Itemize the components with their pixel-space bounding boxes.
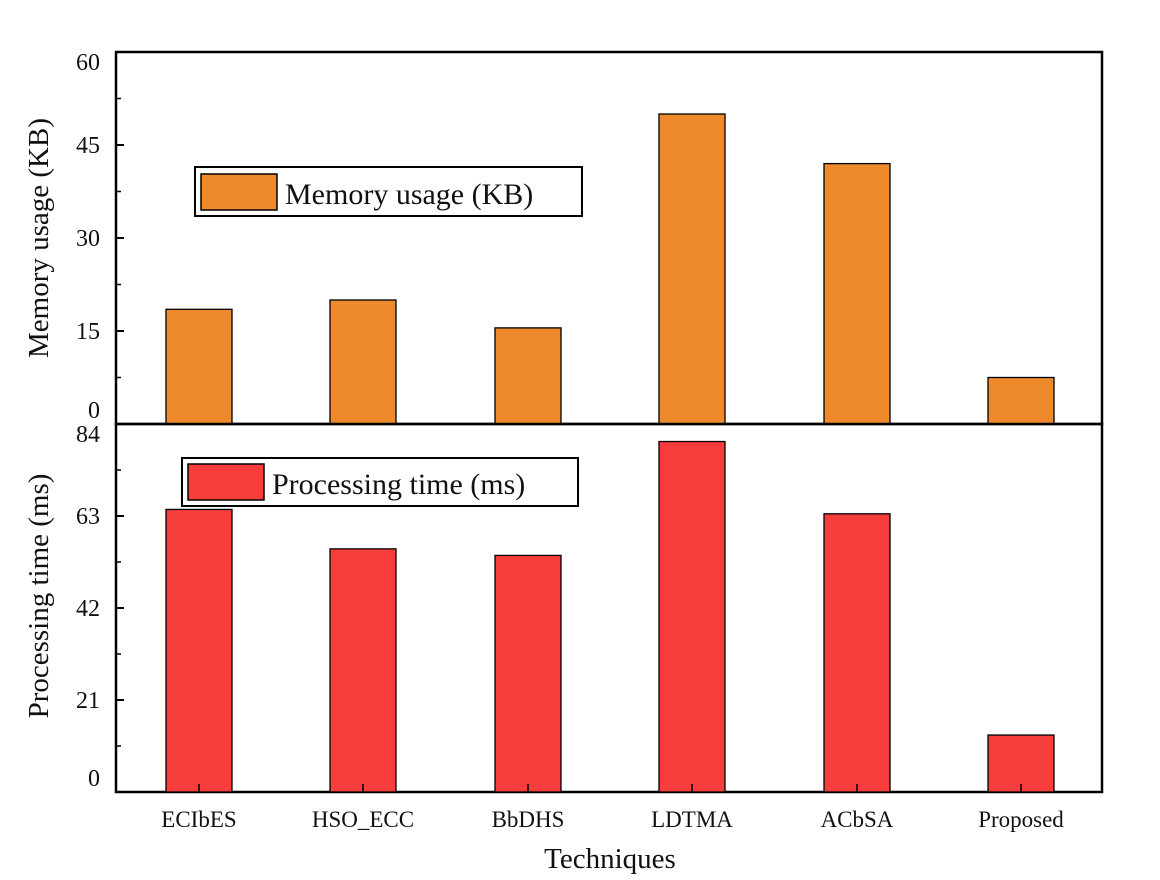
memory-bar-hso-ecc bbox=[329, 299, 397, 425]
processing-legend: Processing time (ms) bbox=[181, 457, 579, 507]
memory-y-axis-title: Memory usage (KB) bbox=[23, 118, 55, 358]
processing-y-ticks: 0 21 42 63 84 bbox=[76, 422, 124, 793]
processing-bar-ldtma bbox=[658, 440, 726, 793]
memory-usage-panel: 0 15 30 45 60 Memory usage (KB) Memory usage… bbox=[23, 50, 1104, 426]
memory-bar-ldtma bbox=[658, 113, 726, 425]
memory-bar-proposed bbox=[987, 376, 1055, 425]
memory-bar-acbsa bbox=[823, 162, 891, 425]
x-tick-label: BbDHS bbox=[492, 807, 565, 832]
processing-y-tick-label: 42 bbox=[76, 596, 100, 622]
memory-legend-swatch bbox=[200, 173, 278, 211]
memory-bars bbox=[165, 113, 1055, 425]
memory-y-tick-label: 0 bbox=[88, 398, 100, 424]
processing-bar-hso-ecc bbox=[329, 548, 397, 793]
x-tick-label: LDTMA bbox=[651, 807, 733, 832]
processing-bars bbox=[165, 440, 1055, 793]
memory-y-tick-label: 15 bbox=[76, 319, 100, 345]
processing-y-axis-title: Processing time (ms) bbox=[23, 474, 55, 719]
category-labels: ECIbES HSO_ECC BbDHS LDTMA ACbSA Proposed bbox=[161, 784, 1064, 832]
x-tick-label: HSO_ECC bbox=[312, 807, 414, 832]
memory-bar-bbdhs bbox=[494, 327, 562, 425]
processing-time-panel: 0 21 42 63 84 ECIbES HSO_ECC BbDHS LDTMA ACbSA Pr… bbox=[23, 422, 1104, 875]
memory-plot-frame bbox=[114, 50, 1104, 426]
processing-y-tick-label: 84 bbox=[76, 422, 100, 448]
processing-bar-proposed bbox=[987, 734, 1055, 793]
memory-bar-ecibes bbox=[165, 308, 233, 425]
x-tick-label: ACbSA bbox=[821, 807, 894, 832]
memory-legend-label: Memory usage (KB) bbox=[285, 178, 533, 211]
processing-legend-swatch bbox=[187, 463, 265, 501]
processing-y-tick-label: 63 bbox=[76, 504, 100, 530]
processing-y-tick-label: 21 bbox=[76, 688, 100, 714]
x-tick-label: Proposed bbox=[978, 807, 1064, 832]
memory-y-ticks: 0 15 30 45 60 bbox=[76, 50, 124, 425]
x-axis-title: Techniques bbox=[544, 843, 676, 875]
memory-y-tick-label: 60 bbox=[76, 50, 100, 76]
processing-bar-bbdhs bbox=[494, 554, 562, 793]
memory-y-tick-label: 45 bbox=[76, 133, 100, 159]
processing-legend-label: Processing time (ms) bbox=[272, 468, 525, 501]
processing-bar-acbsa bbox=[823, 513, 891, 793]
memory-y-tick-label: 30 bbox=[76, 226, 100, 252]
memory-legend: Memory usage (KB) bbox=[194, 166, 583, 217]
x-tick-label: ECIbES bbox=[161, 807, 236, 832]
processing-y-tick-label: 0 bbox=[88, 766, 100, 792]
processing-bar-ecibes bbox=[165, 508, 233, 793]
